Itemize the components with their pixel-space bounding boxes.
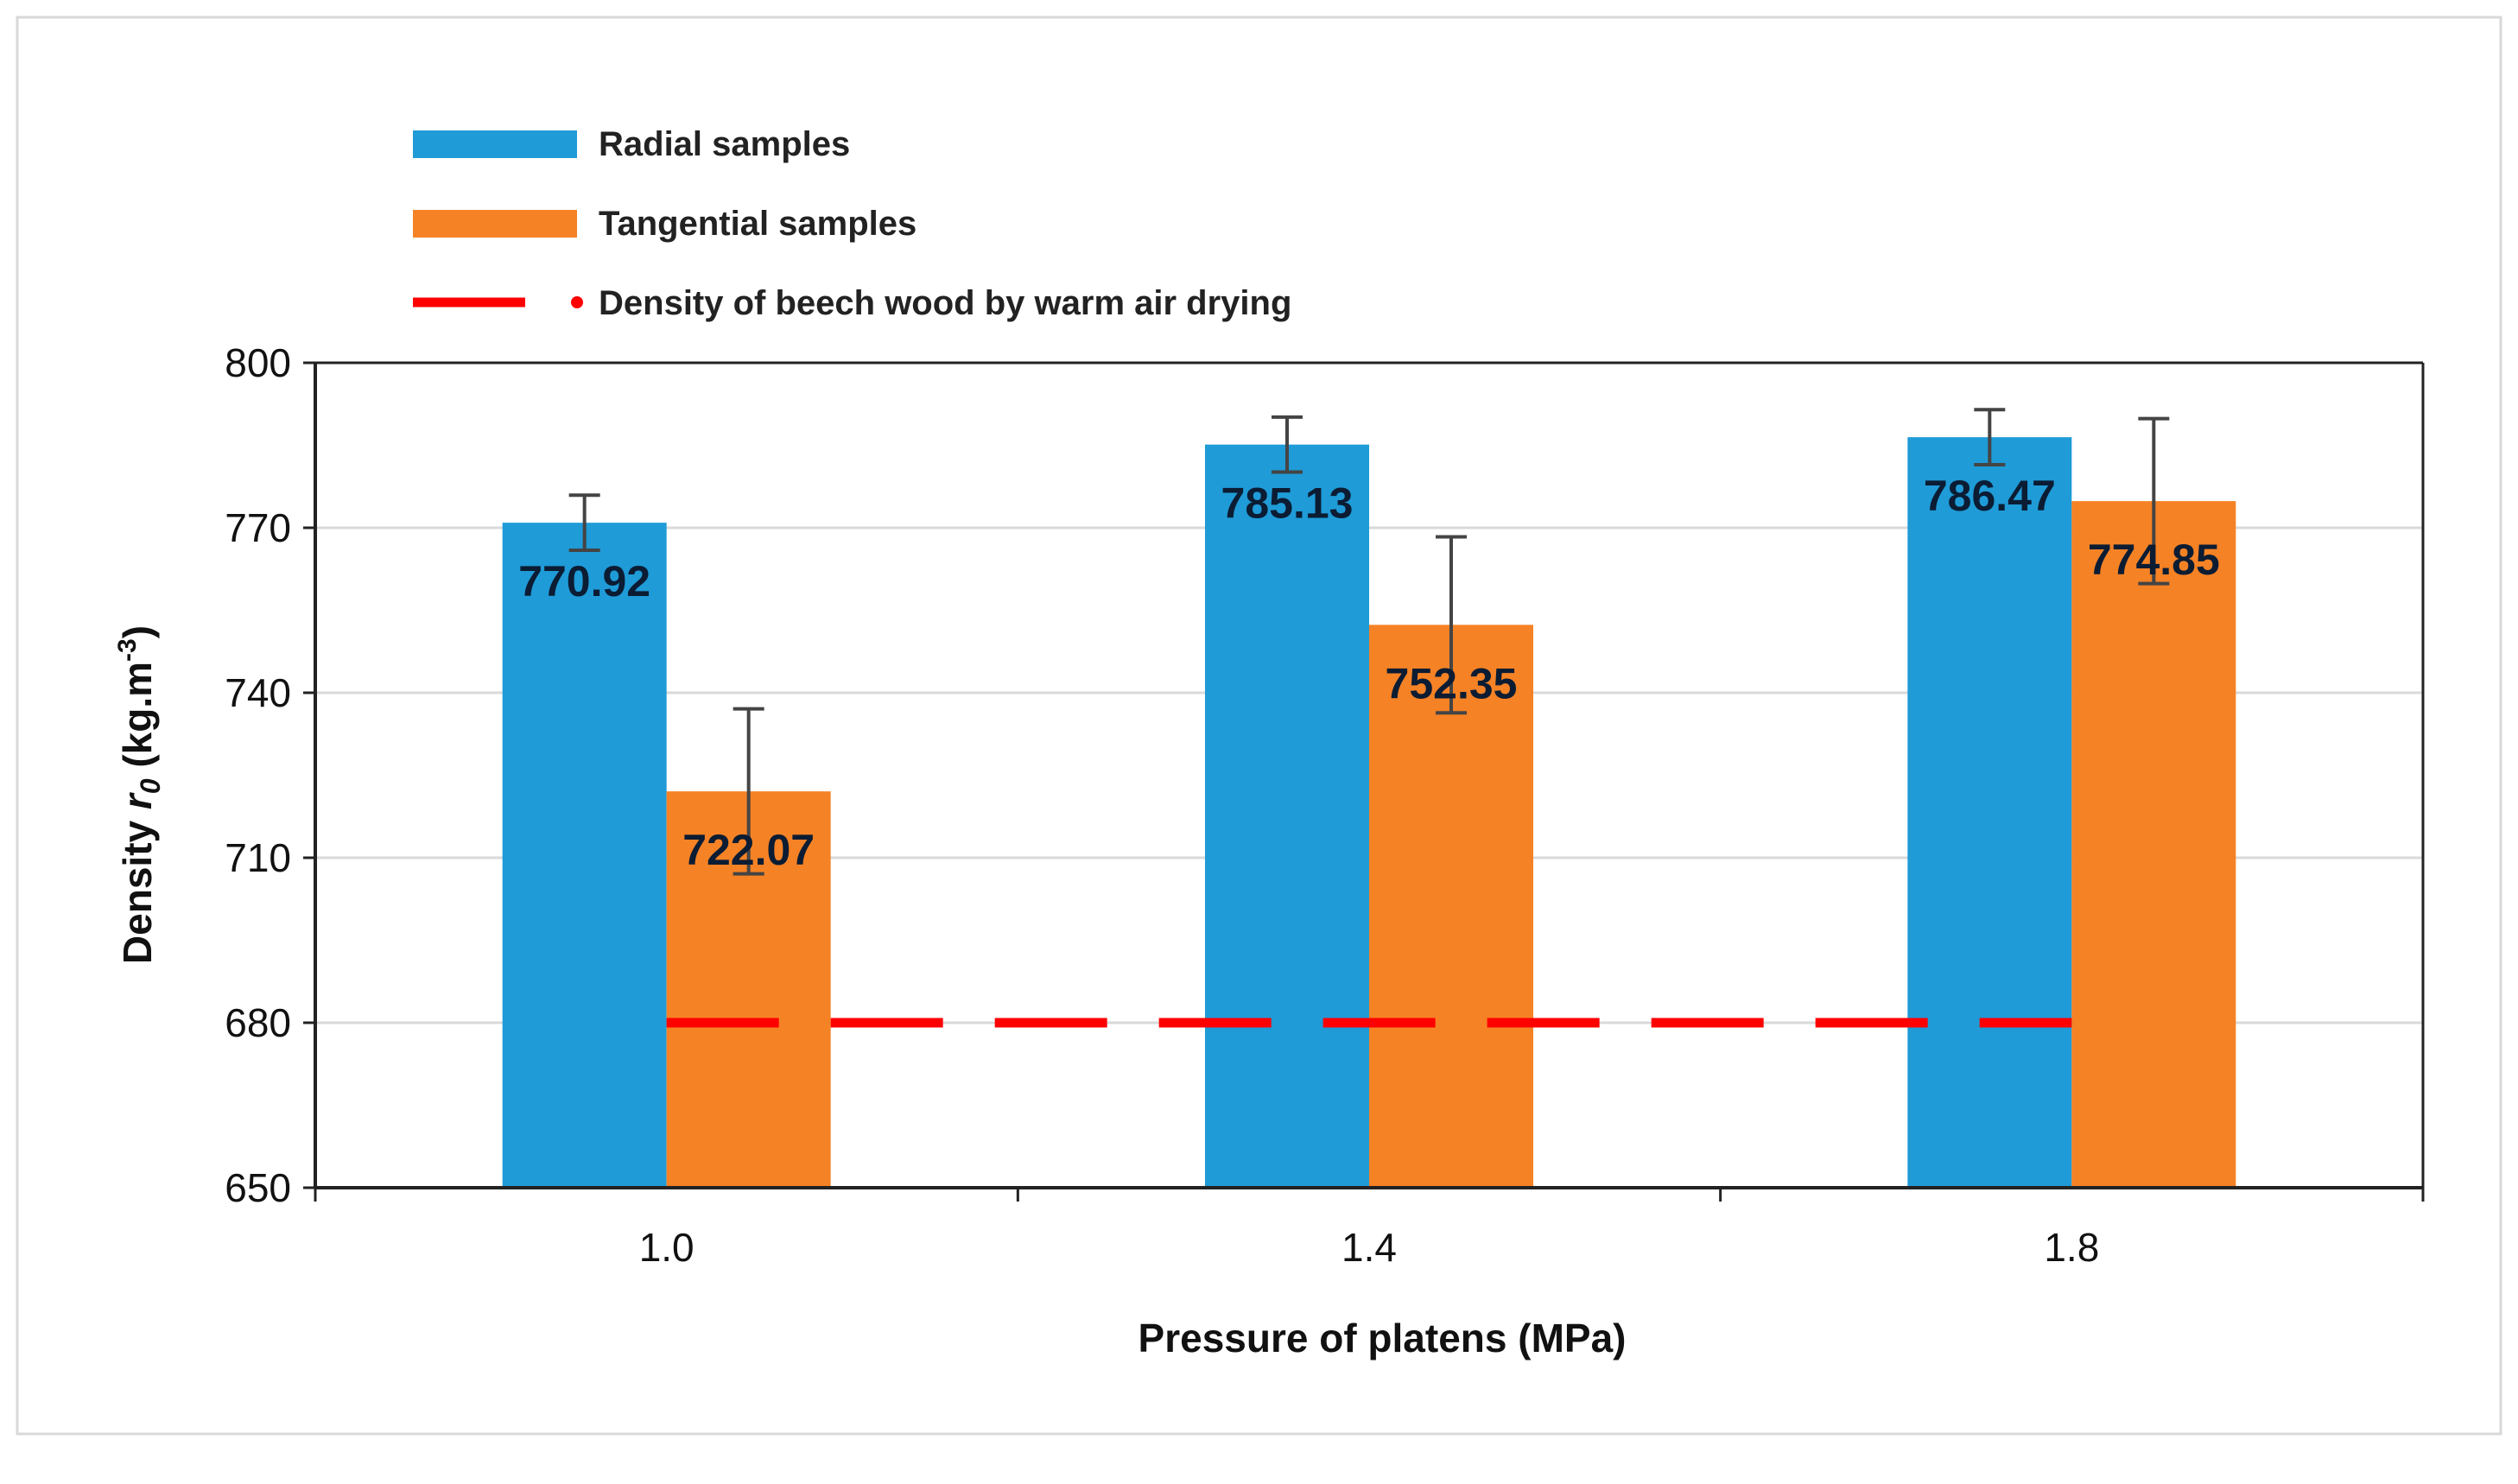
plot-layer bbox=[502, 437, 2236, 1188]
legend-item-reference-swatch-dot bbox=[571, 296, 583, 308]
y-axis-title-unit-sup: -3 bbox=[113, 638, 142, 662]
bar-radial-2 bbox=[1907, 437, 2072, 1188]
y-tick-label: 710 bbox=[225, 835, 291, 880]
x-axis-title: Pressure of platens (MPa) bbox=[1138, 1316, 1627, 1360]
legend-item-radial-label: Radial samples bbox=[599, 125, 850, 163]
y-axis-title-unit: (kg.m bbox=[115, 662, 160, 778]
data-label: 774.85 bbox=[2088, 536, 2220, 584]
legend: Radial samples Tangential samples Density … bbox=[413, 125, 1291, 322]
y-tick-label: 800 bbox=[225, 340, 291, 385]
bar-tangential-1 bbox=[1369, 625, 1533, 1188]
x-tick-label: 1.4 bbox=[1341, 1225, 1397, 1270]
x-tick-label: 1.0 bbox=[639, 1225, 695, 1270]
data-label: 722.07 bbox=[682, 826, 815, 874]
legend-item-radial-swatch bbox=[413, 130, 577, 158]
bar-tangential-2 bbox=[2071, 501, 2236, 1188]
legend-item-reference-label: Density of beech wood by warm air drying bbox=[599, 284, 1291, 322]
legend-item-tangential-label: Tangential samples bbox=[599, 205, 917, 243]
bar-radial-1 bbox=[1205, 444, 1369, 1188]
data-label: 752.35 bbox=[1386, 659, 1518, 707]
data-label: 786.47 bbox=[1924, 472, 2056, 520]
y-axis-title-main: Density bbox=[115, 809, 160, 964]
y-tick-label: 650 bbox=[225, 1165, 291, 1210]
data-label: 785.13 bbox=[1221, 479, 1354, 528]
data-label: 770.92 bbox=[518, 557, 650, 606]
y-axis-title-unit-end: ) bbox=[115, 625, 160, 638]
y-axis-title-subscript: 0 bbox=[135, 778, 166, 794]
y-tick-label: 680 bbox=[225, 1000, 291, 1045]
y-axis-title-symbol: r bbox=[115, 792, 160, 809]
axis-layer: 650 680 710 740 770 800 1.0 1.4 1.8 bbox=[225, 340, 2425, 1270]
y-tick-label: 740 bbox=[225, 670, 291, 715]
bar-radial-0 bbox=[502, 523, 667, 1188]
x-tick-label: 1.8 bbox=[2044, 1225, 2099, 1270]
legend-item-tangential-swatch bbox=[413, 210, 577, 238]
label-layer: 770.92 785.13 786.47 722.07 752.35 774.85 bbox=[518, 408, 2220, 1028]
y-axis-title: Density r0 (kg.m-3) bbox=[113, 625, 166, 964]
y-tick-label: 770 bbox=[225, 505, 291, 550]
